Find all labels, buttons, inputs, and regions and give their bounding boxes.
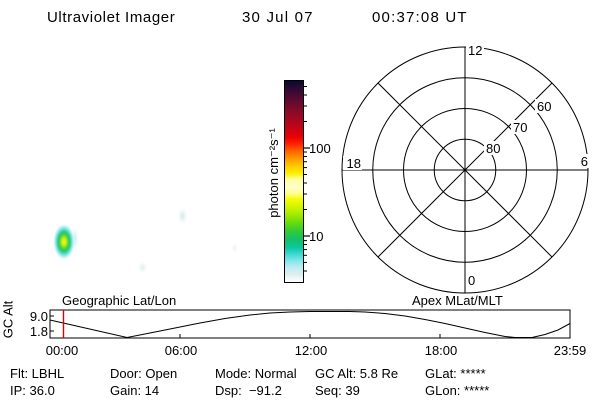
apex-panel-caption: Apex MLat/MLT — [412, 293, 503, 308]
altitude-curve — [49, 311, 571, 339]
mlt-spoke-ne — [464, 82, 553, 171]
status-glat: GLat: ***** — [425, 366, 486, 381]
timeline-ylabel: GC Alt — [0, 300, 16, 339]
status-seq: Seq: 39 — [315, 383, 360, 398]
polar-plot: 12 0 18 6 60 70 80 — [341, 43, 589, 294]
mlat-label-60: 60 — [537, 99, 551, 114]
xtick-0000: 00:00 — [45, 343, 79, 358]
status-gc-alt: GC Alt: 5.8 Re — [315, 366, 399, 381]
xtick-2359: 23:59 — [553, 343, 587, 358]
status-flt: Flt: LBHL — [10, 366, 65, 381]
page-title: Ultraviolet Imager — [47, 9, 176, 26]
aurora-speck — [138, 262, 147, 273]
mlat-label-80: 80 — [486, 141, 500, 156]
status-mode: Mode: Normal — [215, 366, 297, 381]
mlt-spoke-sw — [377, 169, 466, 258]
ytick-1-8: 1.8 — [29, 324, 48, 339]
mlt-label-0: 0 — [468, 273, 475, 288]
colorbar-tick-label-100: 100 — [309, 141, 331, 156]
aurora-blob-wisp — [72, 226, 78, 252]
geo-panel-caption: Geographic Lat/Lon — [62, 293, 177, 308]
xtick-1800: 18:00 — [424, 343, 458, 358]
colorbar-unit-label: photon cm⁻²s⁻¹ — [266, 128, 281, 218]
status-gain: Gain: 14 — [110, 383, 160, 398]
header-date: 30 Jul 07 — [242, 9, 314, 26]
mlt-spoke-se — [464, 169, 553, 258]
mlt-label-12: 12 — [468, 43, 482, 58]
aurora-speck — [178, 208, 187, 224]
mlt-spoke-nw — [377, 82, 466, 171]
status-dsp: Dsp: −91.2 — [215, 383, 282, 398]
ytick-9: 9.0 — [29, 309, 48, 324]
geo-image-panel — [0, 40, 255, 290]
colorbar-ticks — [303, 86, 310, 272]
mlat-label-70: 70 — [513, 120, 527, 135]
xtick-1200: 12:00 — [294, 343, 328, 358]
colorbar-tick-label-10: 10 — [309, 229, 324, 244]
mlt-label-18: 18 — [347, 156, 361, 171]
status-ip: IP: 36.0 — [10, 383, 55, 398]
aurora-blob — [53, 222, 75, 260]
status-door: Door: Open — [110, 366, 178, 381]
status-glon: GLon: ***** — [425, 383, 490, 398]
colorbar-gradient — [284, 80, 304, 283]
xtick-0600: 06:00 — [164, 343, 198, 358]
gc-alt-timeline — [49, 309, 571, 339]
header-time: 00:37:08 UT — [372, 9, 468, 26]
mlt-label-6: 6 — [581, 154, 588, 169]
aurora-speck — [232, 244, 238, 252]
